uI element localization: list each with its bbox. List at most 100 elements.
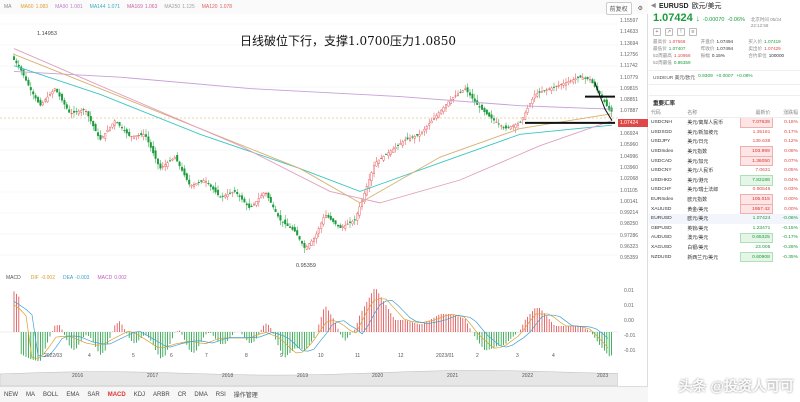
related-price: 0.60908 [740, 251, 773, 263]
related-name: 美元/加元 [687, 159, 709, 165]
related-row[interactable]: USDCNH 美元/离岸人民币 7.07639 0.18% [649, 116, 800, 129]
candle-body [519, 121, 522, 123]
indicator-tab[interactable]: KDJ [133, 391, 146, 398]
candle-body [154, 150, 157, 159]
indicator-tab[interactable]: 操作管理 [233, 393, 258, 399]
related-row[interactable]: XAUUSD 黄金/美元 1957.42 0.00% [649, 203, 800, 215]
related-row[interactable]: NZDUSD 新西兰元/美元 0.60908 -0.35% [649, 251, 800, 263]
macd-legend: MACD DIF -0.002 DEA -0.003 MACD 0.002 [0, 272, 127, 284]
candle-body [192, 183, 195, 187]
candle-body [180, 166, 183, 171]
indicator-tab[interactable]: RSI [215, 391, 226, 398]
quote-stats: 最高价 1.07568 开盘价 1.07494 买入价 1.07419 最低价 1.07407… [649, 38, 800, 67]
price-scale-tick: 1.03960 [620, 164, 639, 171]
time-axis-label: 3 [516, 353, 519, 359]
related-code: USDCAD [651, 158, 672, 164]
settings-icon[interactable]: ⚙ [637, 6, 643, 12]
overview-axis-label: 2022 [522, 373, 534, 379]
related-row[interactable]: GBPUSD 英镑/美元 1.23471 -0.15% [649, 224, 800, 234]
price-scale-tick: 1.11742 [620, 63, 638, 70]
candle-body [41, 102, 44, 106]
indicator-tab[interactable]: NEW [4, 391, 18, 398]
indicator-tab[interactable]: DMA [194, 391, 208, 398]
price-scale-tick: 1.12756 [620, 51, 639, 58]
candle-body [44, 99, 47, 102]
ma-line-long [13, 70, 613, 110]
candle-body [144, 134, 147, 137]
candle-body [166, 162, 169, 167]
indicator-tab[interactable]: MACD [107, 391, 126, 398]
candle-body [94, 123, 97, 132]
related-price: 0.90549 [752, 187, 771, 193]
adjust-button[interactable]: 前复权 [605, 2, 632, 15]
chart-panel[interactable]: MA MA60 1.083 MA90 1.081 MA144 1.071 MA169 1.063… [0, 0, 648, 402]
quote-stat-label: 最高价 [653, 39, 667, 44]
candle-body [505, 125, 508, 129]
indicator-tab[interactable]: SAR [87, 391, 100, 398]
back-arrow-icon[interactable]: ◀ [651, 3, 656, 9]
related-row[interactable]: AUDUSD 澳元/美元 0.65325 -0.17% [649, 232, 800, 244]
indicator-tab[interactable]: BOLL [43, 391, 59, 398]
related-price: 23.005 [755, 245, 771, 251]
candle-body [478, 106, 481, 108]
menu-icon[interactable]: ≡ [689, 28, 697, 36]
candle-body [375, 161, 378, 167]
quote-stat-value: 0.95359 [673, 60, 691, 65]
indicator-tab[interactable]: ARBR [153, 391, 170, 398]
indicator-tab[interactable]: CR [177, 391, 187, 398]
candle-body [356, 213, 359, 221]
candle-body [51, 91, 54, 95]
candle-body [548, 88, 551, 90]
related-price: 1.36050 [740, 155, 773, 167]
inverse-pair-row[interactable]: USDEUR 美元/欧元 0.9309 +0.0007 +0.08% [649, 70, 800, 85]
related-price: 105.015 [740, 194, 773, 205]
quote-stat: 最高价 1.07568 [653, 39, 701, 45]
price-scale-tick: 1.10779 [620, 74, 639, 81]
quote-stat: 买入价 1.07419 [748, 39, 796, 45]
price-scale-tick: 1.14633 [620, 29, 639, 36]
candle-body [545, 89, 548, 91]
related-name: 美元/日元 [687, 140, 709, 146]
candle-body [195, 183, 198, 186]
candle-body [286, 223, 289, 226]
add-watchlist-icon[interactable]: + [653, 28, 661, 36]
candle-body [296, 230, 299, 236]
time-axis-label: 4 [88, 353, 91, 359]
indicator-tab[interactable]: EMA [66, 391, 80, 398]
candle-body [550, 87, 553, 91]
candle-body [176, 154, 179, 162]
candle-body [101, 136, 104, 139]
overview-axis-label: 2020 [372, 373, 384, 379]
quote-change-pct: -0.06% [727, 17, 745, 23]
candle-body [156, 158, 159, 165]
related-row[interactable]: USDHKD 美元/港元 7.83188 0.04% [649, 175, 800, 186]
candle-body [557, 85, 560, 87]
related-row[interactable]: USDCHF 美元/瑞士法郎 0.90549 0.03% [649, 185, 800, 195]
price-scale-tick: 1.00141 [620, 198, 639, 205]
share-icon[interactable]: ↗ [665, 28, 673, 36]
high-price-label: 1.14953 [37, 31, 57, 37]
candle-body [233, 190, 236, 192]
ma-legend: MA MA60 1.083 MA90 1.081 MA144 1.071 MA169 1.063… [0, 0, 648, 14]
macd-legend-value: -0.003 [75, 275, 90, 281]
candle-body [461, 90, 464, 93]
candle-body [89, 116, 92, 122]
related-row[interactable]: USDIndex 美元指数 103.999 0.08% [649, 146, 800, 157]
related-row[interactable]: USDSGD 美元/新加坡元 1.35181 0.17% [649, 128, 800, 138]
related-name: 英镑/美元 [687, 226, 709, 232]
ma-legend-item: MA [4, 4, 14, 10]
indicator-tab[interactable]: MA [26, 391, 35, 398]
candle-body [389, 150, 392, 155]
related-row[interactable]: USDCAD 美元/加元 1.36050 0.07% [649, 155, 800, 167]
candle-body [125, 129, 128, 134]
related-row[interactable]: USDJPY 美元/日元 139.636 0.12% [649, 137, 800, 147]
chart-canvas[interactable] [0, 14, 618, 386]
price-scale-tick: 1.08851 [620, 97, 639, 104]
related-row[interactable]: USDCNY 美元/人民币 7.0631 0.05% [649, 166, 800, 176]
candle-body [17, 64, 20, 67]
alert-icon[interactable]: ! [677, 28, 685, 36]
quote-stat-value: 1.07494 [716, 39, 734, 44]
related-row[interactable]: EURIndex 欧元指数 105.015 0.00% [649, 194, 800, 205]
related-row[interactable]: EURUSD 欧元/美元 1.07424 -0.06% [649, 213, 800, 224]
related-row[interactable]: XAGUSD 白银/美元 23.005 -0.26% [649, 243, 800, 253]
